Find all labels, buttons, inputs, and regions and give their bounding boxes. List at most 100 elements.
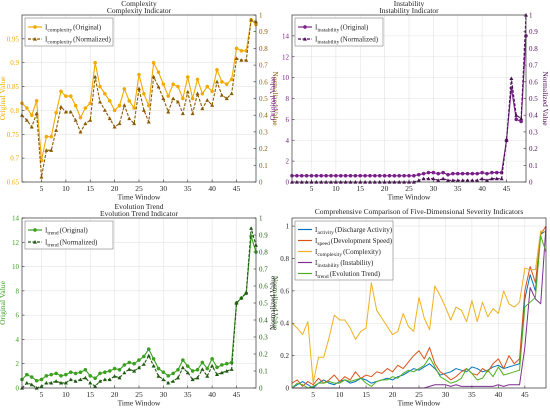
data-point [224,369,229,373]
data-point [63,109,68,114]
y-tick-label-right: 0.9 [259,232,268,240]
x-tick-label: 35 [468,390,476,399]
legend: Iinstability(Original)Iinstability(Norma… [294,17,384,47]
legend: Icomplexity(Original)Icomplexity(Normali… [24,17,114,47]
data-point [244,58,249,62]
y-tick-label-right: 0.5 [529,95,538,103]
data-point [49,372,54,377]
data-point [146,353,151,358]
x-axis: 5 10 15 20 25 30 35 40 45 Time Window [40,385,241,408]
data-point [146,347,151,351]
data-point [460,178,465,182]
y-tick-label-right: 0.8 [259,249,268,257]
y-tick-label-right: 0.6 [259,78,268,86]
data-point [107,377,112,382]
legend-description: (Complexity) [343,248,381,256]
data-point [205,366,210,371]
y-tick-label: 4 [286,137,290,145]
data-point [137,86,141,91]
data-point [514,117,519,122]
legend-subscript: complexity [47,39,72,45]
data-point [29,375,34,379]
data-point [195,367,200,372]
x-axis-label: Time Window [118,399,161,408]
data-point [122,370,127,375]
data-point [107,369,112,373]
data-point [509,76,514,81]
data-point [489,176,494,181]
data-point [215,372,219,376]
y-tick-label: 2 [16,360,20,368]
data-point [59,104,63,109]
data-point [127,116,132,121]
series-complexity-1 [20,18,258,179]
y-tick-label-right: 0.8 [529,45,538,53]
data-point [39,384,44,388]
data-point [146,103,151,108]
y-tick-label-right: 0.5 [259,95,268,103]
chart-title: Complexity [121,0,157,8]
data-point [88,118,93,122]
data-point [224,96,229,101]
grid [292,15,526,183]
data-point [171,96,176,101]
data-point [480,176,485,181]
data-point [519,116,524,121]
data-point [441,176,446,181]
data-point [59,380,63,385]
x-tick-label: 40 [495,390,503,399]
data-point [25,372,29,377]
data-point [181,358,185,362]
data-point [137,358,141,362]
legend-symbol: I [315,237,318,245]
data-point [156,84,161,89]
data-point [200,91,205,96]
legend-marker [33,37,37,41]
legend-box [24,17,114,47]
data-point [132,369,137,373]
data-point [137,365,141,370]
legend-description: (Development Speed) [331,237,393,245]
data-point [54,110,58,115]
data-point [171,371,175,376]
y-tick-label: 14 [12,215,20,223]
data-point [151,74,156,79]
data-point [450,178,455,182]
data-point [127,367,132,371]
x-tick-label: 15 [87,390,95,399]
legend-description: (Original) [60,227,89,235]
y-axis-label-right: Normalized Value [271,71,280,126]
data-point [368,173,372,178]
data-point [185,364,190,368]
data-point [234,56,239,61]
y-axis-left: 0 2 4 6 8 10 12 14 Original Value [268,32,295,187]
legend-description: (Normalized) [73,36,111,44]
data-point [132,361,136,366]
legend-marker [33,228,37,232]
legend-description: (Normalized) [340,36,378,44]
y-axis-left: 0.65 0.7 0.75 0.8 0.85 0.9 0.95 Original Value [0,35,25,187]
x-tick-label: 5 [310,184,314,193]
data-point [73,103,78,108]
y-tick-label-right: 0.2 [529,145,538,153]
data-point [64,372,68,377]
data-point [205,98,210,102]
data-point [304,173,309,178]
y-tick-label-right: 0.8 [259,45,268,53]
data-point [485,178,489,182]
y-tick-label: 0.85 [7,83,20,91]
y-tick-label-right: 0.7 [529,62,538,70]
data-point [83,367,88,372]
data-point [377,173,382,178]
data-point [29,124,34,129]
data-point [455,178,460,182]
data-point [132,106,136,110]
x-axis-label: Time Window [388,193,431,202]
data-point [195,375,200,380]
legend-description: (Original) [340,24,369,32]
x-tick-label: 15 [362,390,370,399]
y-tick-label: 0 [286,179,290,187]
